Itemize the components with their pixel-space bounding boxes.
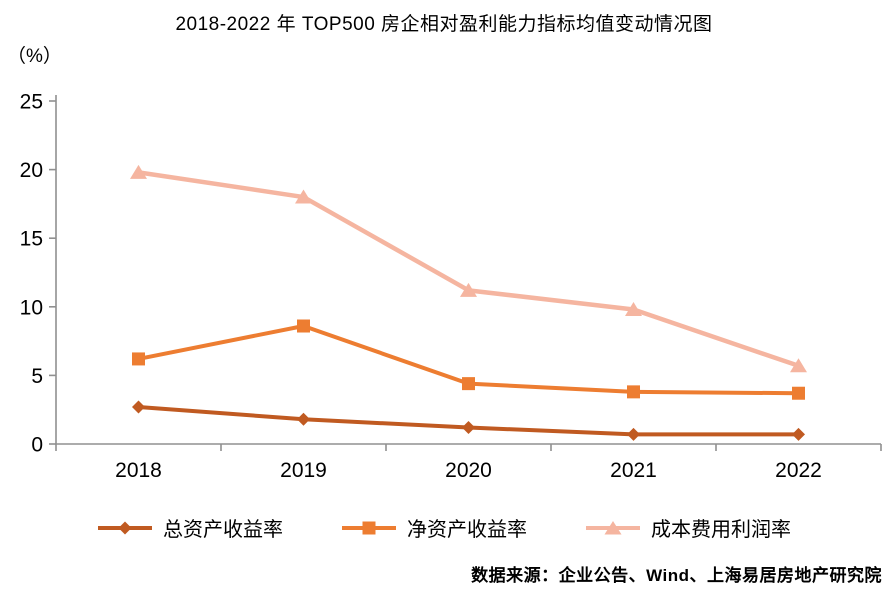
series-marker-cost-2020 bbox=[460, 282, 477, 297]
y-tick-label: 25 bbox=[20, 91, 43, 114]
chart-legend: 总资产收益率 净资产收益率 成本费用利润率 bbox=[0, 513, 888, 542]
line-chart: 0 5 10 15 20 25 2018 2019 2020 2021 2022 bbox=[20, 91, 882, 482]
series-marker-cost-2018 bbox=[130, 164, 147, 179]
series-marker-roe-2018 bbox=[132, 352, 145, 366]
legend-label-cost: 成本费用利润率 bbox=[651, 519, 791, 541]
series-marker-roe-2020 bbox=[462, 377, 475, 391]
legend-label-roa: 总资产收益率 bbox=[163, 519, 283, 541]
series-marker-roe-2022 bbox=[792, 386, 805, 400]
x-axis-label: 2019 bbox=[280, 459, 327, 482]
legend-label-roe: 净资产收益率 bbox=[407, 519, 527, 541]
series-marker-cost-2022 bbox=[790, 358, 807, 373]
y-tick-label: 15 bbox=[20, 228, 43, 251]
legend-item-cost: 成本费用利润率 bbox=[585, 513, 791, 542]
y-tick-label: 5 bbox=[31, 365, 43, 388]
x-axis-label: 2020 bbox=[445, 459, 492, 482]
series-marker-roa-2022 bbox=[792, 427, 805, 441]
y-tick-label: 20 bbox=[20, 159, 43, 182]
source-note: 数据来源：企业公告、Wind、上海易居房地产研究院 bbox=[471, 566, 882, 585]
legend-swatch-roe bbox=[342, 521, 396, 534]
series-marker-roa-2019 bbox=[297, 412, 310, 426]
legend-item-roa: 总资产收益率 bbox=[97, 513, 283, 542]
series-line-cost bbox=[138, 170, 800, 368]
series-marker-roa-2020 bbox=[462, 421, 475, 435]
x-axis-label: 2018 bbox=[115, 459, 162, 482]
series-marker-cost-2021 bbox=[625, 302, 642, 317]
y-tick-label: 0 bbox=[31, 434, 43, 457]
triangle-marker-icon bbox=[604, 520, 622, 534]
square-marker-icon bbox=[362, 521, 376, 534]
series-marker-roe-2019 bbox=[297, 319, 310, 333]
diamond-marker-icon bbox=[118, 521, 132, 534]
page-title: 2018-2022 年 TOP500 房企相对盈利能力指标均值变动情况图 bbox=[175, 14, 713, 35]
legend-swatch-roa bbox=[98, 521, 152, 534]
series-marker-roe-2021 bbox=[627, 385, 640, 399]
x-axis-label: 2022 bbox=[775, 459, 822, 482]
series-marker-cost-2019 bbox=[295, 189, 312, 204]
y-tick-label: 10 bbox=[20, 296, 43, 319]
series-marker-roa-2021 bbox=[627, 427, 640, 441]
series-marker-roa-2018 bbox=[132, 400, 145, 414]
y-axis-unit-label: （%） bbox=[7, 46, 62, 67]
legend-item-roe: 净资产收益率 bbox=[341, 513, 527, 542]
x-axis-label: 2021 bbox=[610, 459, 657, 482]
legend-swatch-cost bbox=[586, 520, 640, 534]
